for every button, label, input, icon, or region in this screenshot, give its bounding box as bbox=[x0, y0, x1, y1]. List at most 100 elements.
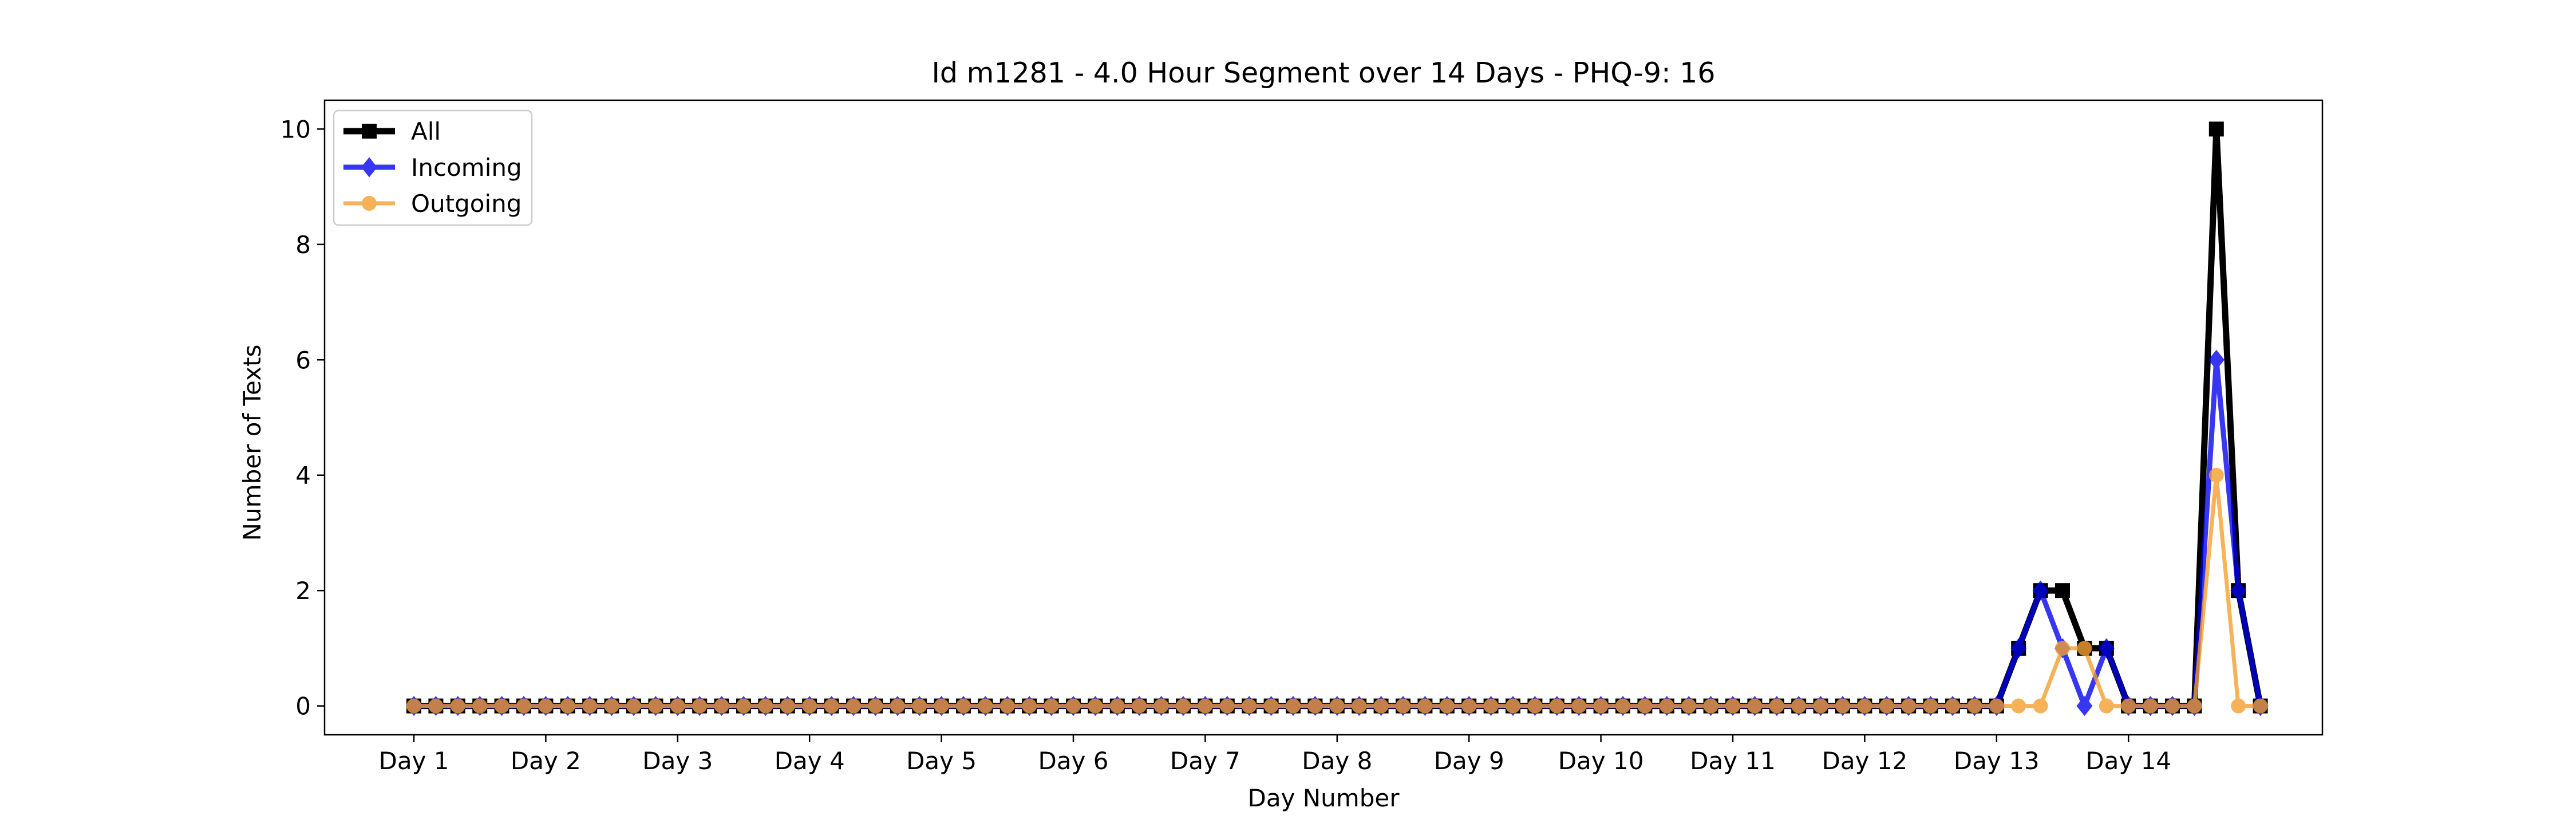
legend-item bbox=[343, 124, 395, 139]
legend-marker bbox=[362, 124, 377, 139]
data-point bbox=[1483, 698, 1499, 714]
data-point bbox=[1329, 698, 1345, 714]
data-point bbox=[2187, 698, 2202, 714]
x-tick-label: Day 14 bbox=[2085, 747, 2171, 775]
data-point bbox=[1571, 698, 1587, 714]
data-point bbox=[2055, 640, 2070, 656]
data-point bbox=[406, 698, 421, 714]
data-point bbox=[2011, 698, 2026, 714]
x-tick-label: Day 12 bbox=[1822, 747, 1908, 775]
series-all bbox=[406, 121, 2268, 714]
data-point bbox=[1352, 698, 1367, 714]
y-axis-label: Number of Texts bbox=[238, 345, 266, 541]
data-point bbox=[1022, 698, 1037, 714]
series-line bbox=[414, 125, 2264, 710]
y-tick-label: 2 bbox=[295, 577, 311, 605]
data-point bbox=[1747, 698, 1763, 714]
y-tick-label: 4 bbox=[295, 462, 311, 490]
data-point bbox=[846, 698, 861, 714]
data-point bbox=[1506, 698, 1520, 714]
data-point bbox=[2098, 638, 2115, 659]
data-point bbox=[780, 698, 795, 714]
data-point bbox=[1879, 698, 1894, 714]
data-point bbox=[2143, 698, 2158, 714]
x-tick-label: Day 1 bbox=[378, 747, 449, 775]
data-point bbox=[2099, 698, 2114, 714]
x-axis-label: Day Number bbox=[1247, 784, 1400, 812]
data-point bbox=[1967, 698, 1982, 714]
data-point bbox=[2165, 698, 2180, 714]
legend-marker bbox=[362, 196, 377, 211]
data-point bbox=[1835, 698, 1850, 714]
data-point bbox=[604, 698, 619, 714]
y-tick-label: 0 bbox=[295, 692, 311, 720]
x-tick-label: Day 2 bbox=[511, 747, 581, 775]
data-point bbox=[714, 698, 729, 714]
legend-label: Incoming bbox=[411, 153, 522, 182]
data-point bbox=[538, 698, 554, 714]
data-point bbox=[450, 698, 465, 714]
data-point bbox=[1044, 698, 1059, 714]
data-point bbox=[582, 698, 598, 714]
data-point bbox=[1263, 698, 1279, 714]
data-point bbox=[868, 698, 883, 714]
data-point bbox=[1769, 698, 1784, 714]
data-point bbox=[2010, 638, 2027, 659]
x-tick-label: Day 3 bbox=[642, 747, 713, 775]
legend-item bbox=[343, 157, 395, 178]
data-point bbox=[2231, 698, 2246, 714]
y-tick-label: 8 bbox=[295, 231, 311, 259]
data-point bbox=[1527, 698, 1543, 714]
data-point bbox=[2208, 349, 2225, 370]
x-tick-label: Day 11 bbox=[1690, 747, 1776, 775]
x-tick-label: Day 7 bbox=[1170, 747, 1240, 775]
data-point bbox=[1373, 698, 1389, 714]
data-point bbox=[1813, 698, 1828, 714]
data-point bbox=[1549, 698, 1564, 714]
data-point bbox=[802, 698, 817, 714]
data-point bbox=[1703, 698, 1718, 714]
data-point bbox=[1417, 698, 1433, 714]
data-point bbox=[2208, 121, 2224, 137]
legend-label: All bbox=[411, 117, 441, 145]
data-point bbox=[1088, 698, 1103, 714]
data-point bbox=[1066, 698, 1081, 714]
plot-frame bbox=[323, 99, 2324, 736]
data-point bbox=[1176, 698, 1191, 714]
data-point bbox=[1109, 698, 1125, 714]
data-point bbox=[956, 698, 971, 714]
data-point bbox=[1132, 698, 1147, 714]
x-tick-label: Day 4 bbox=[775, 747, 845, 775]
x-tick-label: Day 9 bbox=[1434, 747, 1504, 775]
data-point bbox=[2253, 698, 2268, 714]
x-tick-label: Day 13 bbox=[1954, 747, 2040, 775]
data-point bbox=[824, 698, 839, 714]
series-line bbox=[414, 473, 2261, 708]
data-point bbox=[648, 698, 663, 714]
data-point bbox=[626, 698, 641, 714]
data-point bbox=[1219, 698, 1235, 714]
data-point bbox=[2208, 467, 2224, 483]
data-point bbox=[516, 698, 531, 714]
data-point bbox=[1945, 698, 1960, 714]
data-point bbox=[2032, 580, 2049, 601]
data-point bbox=[912, 698, 927, 714]
data-point bbox=[1461, 698, 1477, 714]
data-point bbox=[2055, 583, 2070, 598]
chart-title: Id m1281 - 4.0 Hour Segment over 14 Days… bbox=[931, 57, 1715, 89]
y-tick-label: 6 bbox=[295, 346, 311, 374]
data-point bbox=[1725, 698, 1740, 714]
data-point bbox=[999, 698, 1015, 714]
data-point bbox=[1242, 698, 1257, 714]
data-point bbox=[978, 698, 993, 714]
data-point bbox=[2077, 640, 2092, 656]
data-point bbox=[2076, 696, 2093, 716]
data-point bbox=[428, 698, 444, 714]
data-point bbox=[1286, 698, 1301, 714]
data-point bbox=[1923, 698, 1938, 714]
x-tick-label: Day 10 bbox=[1558, 747, 1644, 775]
data-point bbox=[890, 698, 905, 714]
data-point bbox=[1659, 698, 1674, 714]
